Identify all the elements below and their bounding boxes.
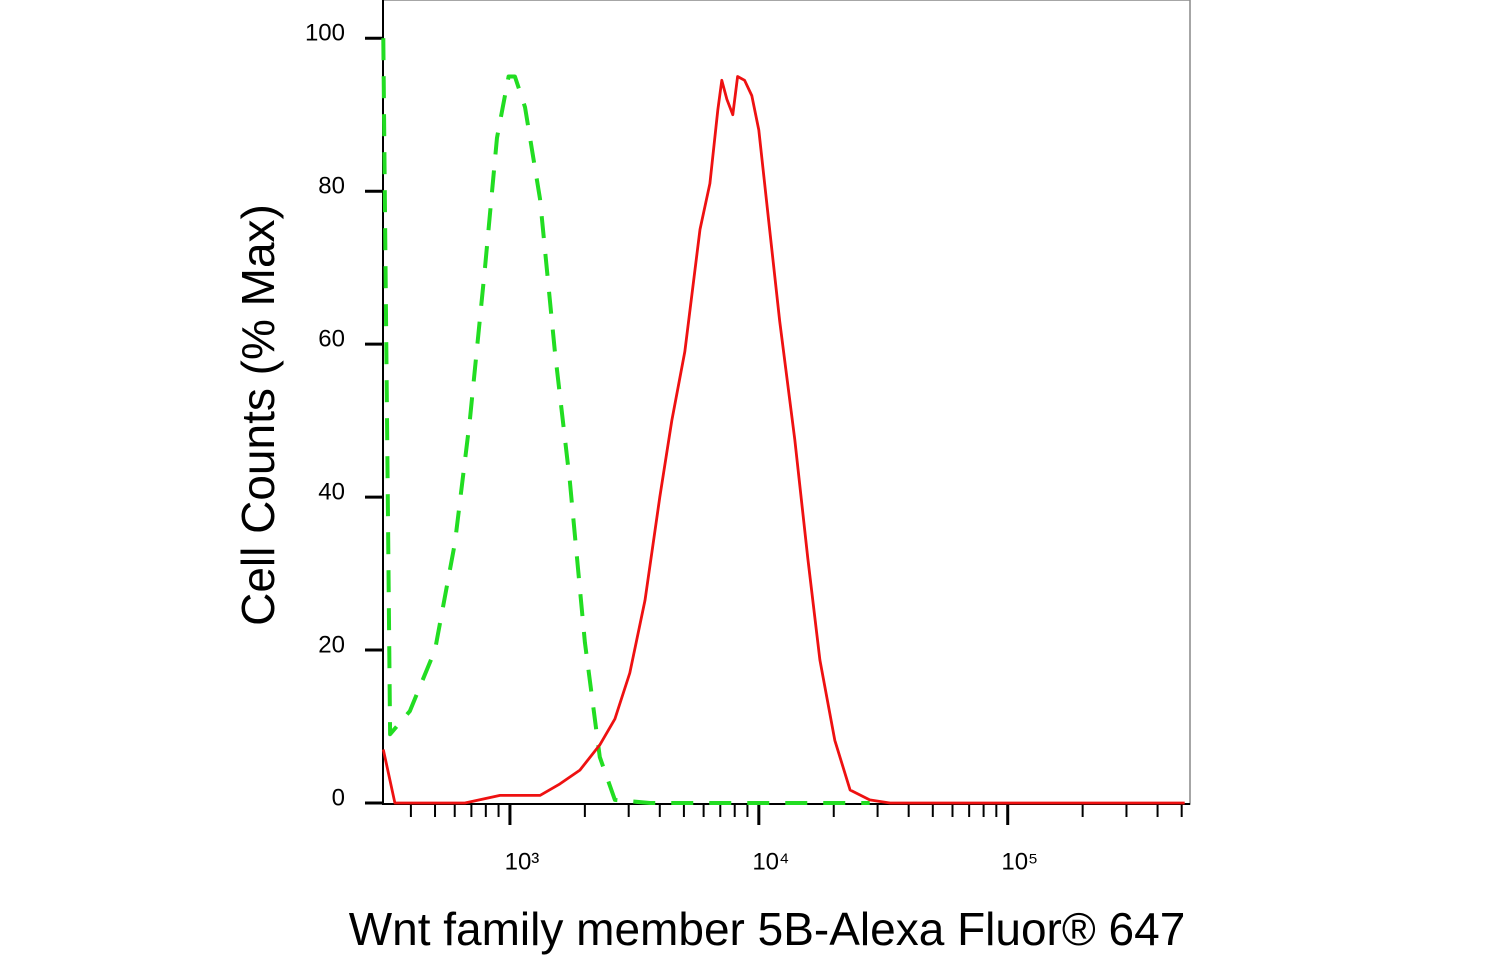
y-tick-label: 20	[318, 631, 345, 658]
x-tick-label: 10³	[505, 848, 540, 875]
y-tick-label: 60	[318, 325, 345, 352]
series-line	[381, 75, 1185, 805]
y-tick-label: 40	[318, 478, 345, 505]
y-axis-label: Cell Counts (% Max)	[232, 204, 284, 626]
x-tick-label: 10⁴	[752, 848, 789, 875]
y-tick-label: 80	[318, 173, 345, 200]
x-tick-label: 10⁵	[1001, 848, 1038, 875]
x-axis-label: Wnt family member 5B-Alexa Fluor® 647	[349, 903, 1186, 955]
plot-frame	[382, 0, 1191, 805]
y-tick-label: 100	[305, 20, 345, 47]
y-tick-label: 0	[332, 784, 345, 811]
series-line	[381, 38, 870, 805]
